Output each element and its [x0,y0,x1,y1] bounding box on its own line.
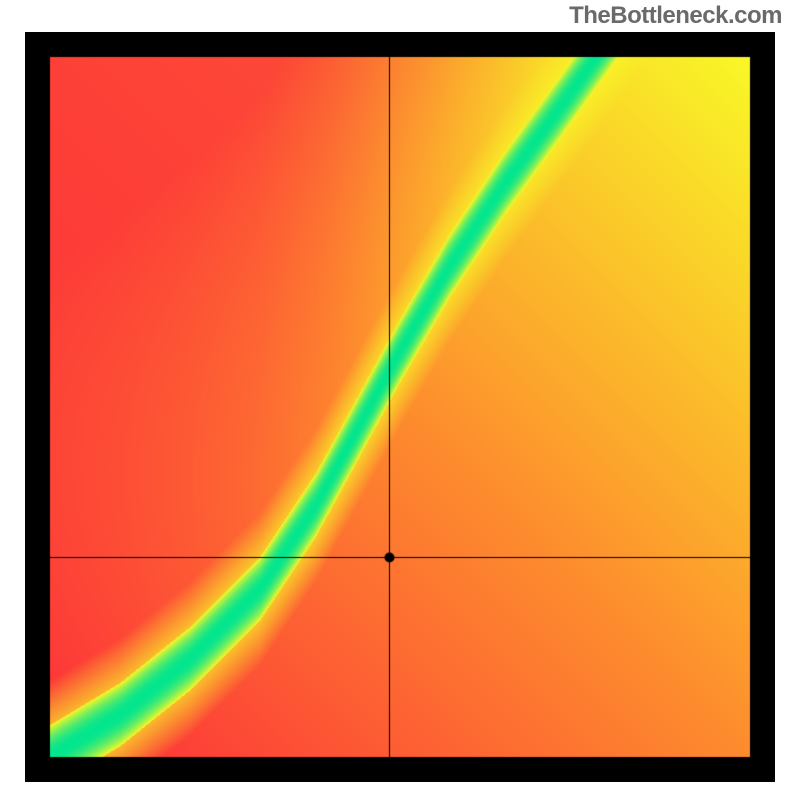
bottleneck-heatmap [25,32,775,782]
chart-container: TheBottleneck.com [0,0,800,800]
attribution-text: TheBottleneck.com [569,2,782,30]
heatmap-canvas [25,32,775,782]
